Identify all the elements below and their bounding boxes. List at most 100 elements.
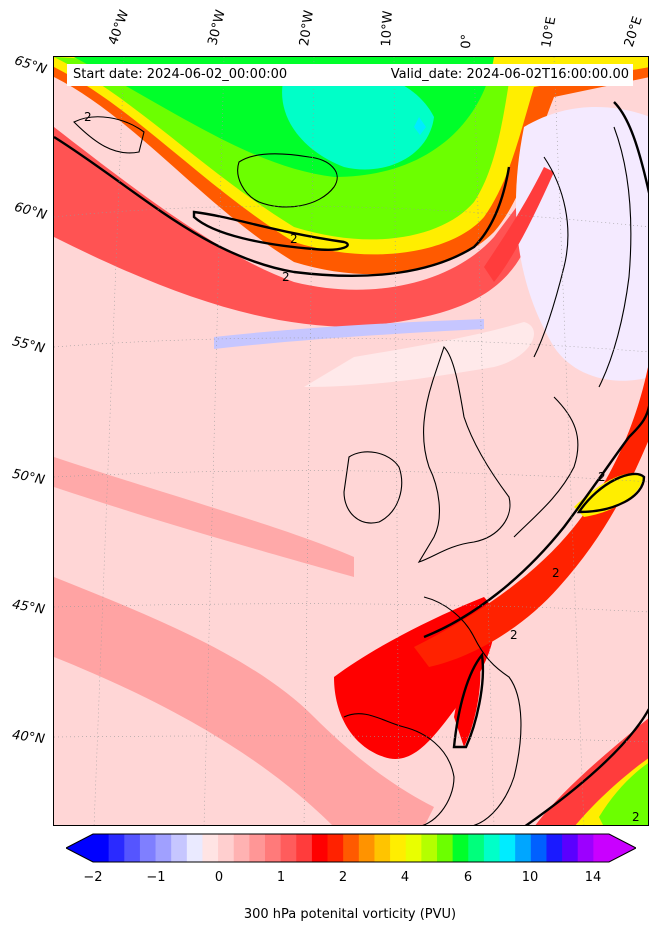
colorbar-tick-label: 1 — [276, 870, 286, 885]
colorbar-swatch — [108, 834, 125, 862]
pv-contour-ne — [613, 101, 648, 194]
pv-speck-cyan — [414, 117, 426, 135]
coastline-denmark-germany — [513, 396, 579, 538]
lat-label-45n: 45°N — [10, 597, 46, 618]
valid-date-label: Valid_date: 2024-06-02T16:00:00.00 — [390, 67, 629, 82]
colorbar-swatch — [218, 834, 235, 862]
contour-label: 2 — [282, 270, 290, 284]
pv-cell-yellow-east — [574, 473, 644, 517]
colorbar-swatch — [139, 834, 157, 862]
contour-label: 2 — [552, 566, 560, 580]
colorbar-extend-high — [609, 834, 636, 862]
colorbar-swatch — [296, 834, 313, 862]
colorbar-swatch — [280, 834, 297, 862]
contour-label: 2 — [290, 232, 298, 246]
colorbar-swatch — [468, 834, 485, 862]
lon-label-10e: 10°E — [539, 15, 560, 49]
colorbar-swatch — [186, 834, 203, 862]
pv-filament-blue — [214, 319, 484, 349]
colorbar-swatch — [202, 834, 219, 862]
lon-label-20e: 20°E — [621, 14, 646, 50]
colorbar-swatch — [233, 834, 250, 862]
colorbar-swatch — [327, 834, 344, 862]
contour-label-group: 2 2 2 2 2 2 2 — [84, 110, 640, 824]
colorbar-swatch — [358, 834, 375, 862]
coastline-great-britain — [417, 345, 511, 563]
coastline-norway — [533, 156, 569, 358]
contour-label: 2 — [598, 470, 606, 484]
colorbar-tick-label: 14 — [584, 870, 602, 885]
colorbar-swatch — [155, 834, 172, 862]
colorbar-swatch — [562, 834, 579, 862]
lat-label-40n: 40°N — [11, 727, 46, 748]
colorbar-swatch — [171, 834, 188, 862]
coastline-iberia-west — [343, 713, 455, 825]
colorbar-swatch — [93, 834, 110, 862]
colorbar-tick-label: 4 — [400, 870, 410, 885]
pv-filament-north-sea — [484, 167, 554, 282]
pv-jet-east — [414, 366, 648, 667]
lon-label-40w: 40°W — [105, 8, 133, 47]
colorbar-outline — [66, 833, 636, 863]
colorbar-tick-label: −1 — [146, 870, 166, 885]
pv-2-contours — [54, 101, 648, 825]
colorbar-swatch — [593, 834, 610, 862]
coastline-ireland — [343, 451, 403, 524]
contour-label: 2 — [84, 110, 92, 124]
lon-label-20w: 20°W — [297, 9, 317, 47]
colorbar-swatch — [437, 834, 454, 862]
colorbar-swatch — [343, 834, 360, 862]
coastline-greenland-tip — [73, 116, 145, 154]
lon-label-30w: 30°W — [205, 8, 229, 47]
pv-band-red-north — [54, 127, 534, 327]
lat-label-65n: 65°N — [12, 53, 49, 78]
lat-label-55n: 55°N — [10, 334, 47, 357]
map-panel: 2 2 2 2 2 2 2 — [53, 56, 649, 826]
pv-contour-se — [524, 708, 648, 825]
colorbar-swatch — [530, 834, 547, 862]
colorbar-tick-label: 0 — [214, 870, 224, 885]
colorbar-swatch — [577, 834, 594, 862]
lon-label-0: 0° — [459, 33, 475, 49]
pv-region-cyan — [282, 69, 434, 170]
pv-contour-north-main — [54, 135, 511, 277]
pv-cutoff-west-med — [454, 657, 481, 747]
colorbar-swatch — [405, 834, 422, 862]
colorbar-swatch — [499, 834, 516, 862]
colorbar-swatch — [546, 834, 563, 862]
contour-label: 2 — [632, 810, 640, 824]
colorbar-swatch — [515, 834, 532, 862]
lat-label-60n: 60°N — [12, 199, 49, 224]
graticule — [54, 57, 648, 825]
colorbar-swatch — [452, 834, 469, 862]
colorbar-extend-low — [66, 834, 93, 862]
colorbar-label: 300 hPa potenital vorticity (PVU) — [243, 907, 457, 922]
coastline-sweden — [598, 126, 632, 388]
colorbar-swatch — [124, 834, 141, 862]
pv-region-lowpv-center — [304, 322, 534, 387]
contour-label: 2 — [510, 628, 518, 642]
colorbar-tick-label: −2 — [83, 870, 103, 885]
colorbar-swatch — [249, 834, 266, 862]
lon-label-10w: 10°W — [379, 10, 396, 48]
coastline-france-iberia — [423, 596, 522, 825]
colorbar-swatch — [374, 834, 391, 862]
colorbar-swatch — [421, 834, 438, 862]
pv-contour-north-closed — [192, 210, 349, 251]
colorbar-tick-label: 2 — [338, 870, 348, 885]
pv-band-southwest — [54, 577, 434, 825]
colorbar-swatch — [483, 834, 501, 862]
pv-region-se-green — [599, 763, 648, 825]
pv-contour-cutoff — [452, 652, 485, 749]
colorbar-tick-label: 6 — [463, 870, 473, 885]
date-header: Start date: 2024-06-02_00:00:00 Valid_da… — [67, 64, 633, 86]
colorbar-swatch — [390, 834, 407, 862]
lat-label-50n: 50°N — [10, 466, 46, 489]
pv-contour-east-jet — [423, 405, 648, 639]
start-date-label: Start date: 2024-06-02_00:00:00 — [73, 67, 288, 82]
colorbar-swatch — [311, 834, 329, 862]
pv-band-mid — [54, 457, 354, 577]
coastlines — [73, 116, 632, 825]
coastline-iceland — [237, 153, 338, 208]
pv-field-map: 2 2 2 2 2 2 2 — [54, 57, 648, 825]
